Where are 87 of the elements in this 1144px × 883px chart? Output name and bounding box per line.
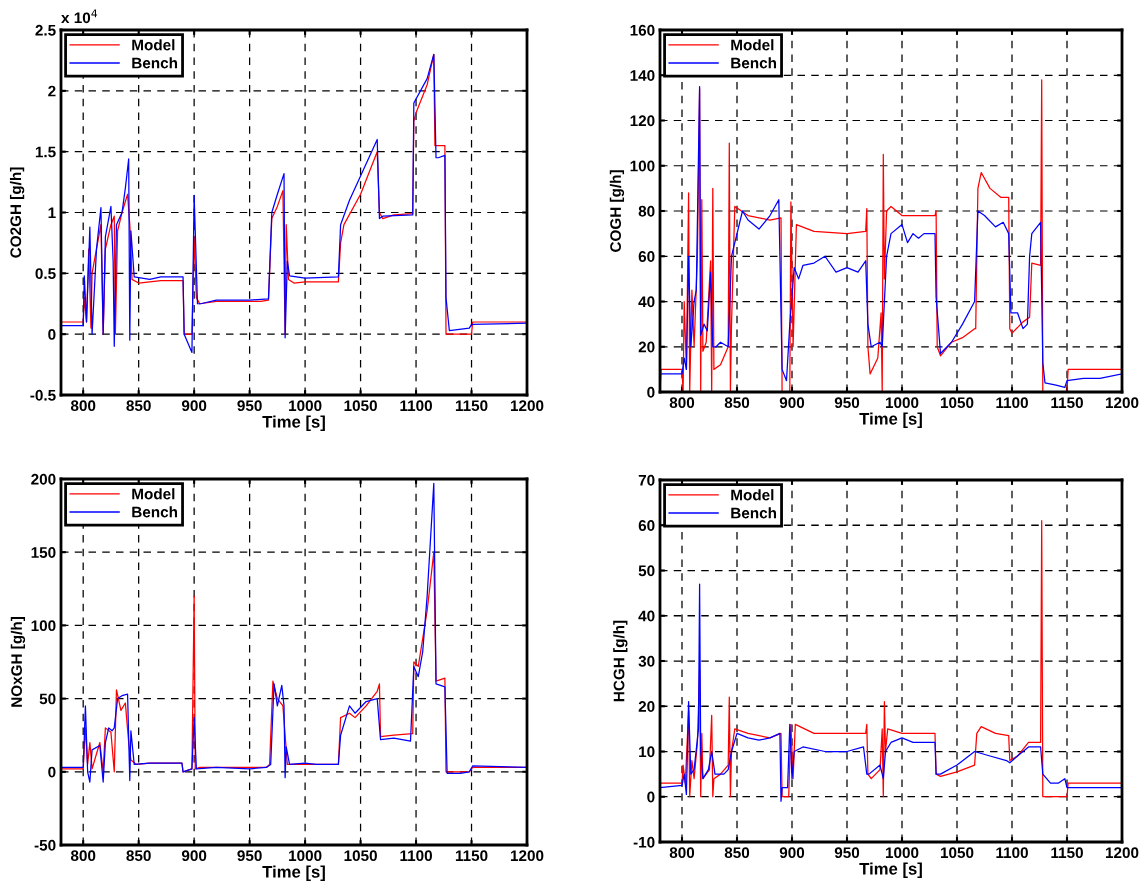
y-tick-label: 60 [638, 520, 655, 531]
y-tick-label: 140 [630, 70, 655, 81]
x-tick-label: 950 [237, 400, 262, 412]
x-tick-label: 1050 [344, 850, 377, 862]
y-tick-label: 50 [638, 565, 655, 577]
y-axis-title: COGH [g/h] [609, 170, 625, 252]
y-tick-label: 40 [638, 296, 655, 308]
x-tick-label: 1200 [1105, 397, 1139, 409]
x-axis-title: Time [s] [859, 412, 922, 429]
y-tick-label: 0.5 [35, 268, 56, 280]
x-tick-label: 1200 [510, 400, 544, 412]
y-tick-label: -0.5 [30, 389, 56, 401]
y-tick-label: 150 [31, 547, 56, 558]
x-tick-label: 1200 [510, 850, 544, 862]
x-tick-label: 900 [181, 400, 207, 412]
legend-label: Bench [132, 57, 178, 69]
x-tick-label: 1100 [996, 847, 1028, 859]
y-tick-label: 40 [638, 610, 655, 622]
legend-label: Model [132, 39, 175, 51]
y-tick-label: 0 [48, 766, 56, 778]
y-tick-label: 50 [39, 693, 56, 705]
x-tick-label: 1150 [1051, 397, 1083, 409]
y-tick-label: 10 [639, 746, 655, 758]
y-tick-label: -50 [34, 839, 56, 851]
x-tick-label: 800 [669, 847, 695, 859]
y-axis-title: NOxGH [g/h] [10, 617, 26, 707]
text: x 10$^{4}$ [61, 9, 98, 24]
x-tick-label: 1000 [885, 847, 919, 859]
x-tick-label: 1000 [289, 850, 322, 862]
y-tick-label: 60 [638, 251, 655, 262]
legend-label: Model [731, 489, 774, 501]
x-axis-title: Time [s] [262, 415, 325, 432]
x-tick-label: 1100 [996, 397, 1028, 409]
x-tick-label: 850 [126, 850, 151, 862]
line-series [61, 482, 527, 783]
y-tick-label: 1.5 [35, 146, 56, 158]
x-tick-label: 1200 [1105, 847, 1139, 859]
x-tick-label: 950 [237, 850, 262, 862]
x-tick-label: 800 [669, 397, 695, 409]
x-tick-label: 1100 [400, 850, 432, 862]
y-tick-label: 0 [48, 329, 56, 340]
x-tick-label: 850 [724, 847, 750, 859]
y-axis-title: HCGH [g/h] [613, 620, 628, 702]
y-axis-title: CO2GH [g/h] [9, 167, 25, 258]
x-tick-label: 800 [70, 850, 96, 862]
x-tick-label: 800 [70, 400, 96, 412]
y-tick-label: 70 [638, 474, 655, 486]
x-tick-label: 900 [779, 847, 805, 859]
y-tick-label: 160 [630, 24, 655, 36]
y-tick-label: 2 [48, 85, 56, 97]
line-series [660, 583, 1122, 802]
x-tick-label: 1000 [885, 397, 919, 409]
x-tick-label: 950 [834, 397, 860, 409]
y-tick-label: 1 [48, 207, 56, 219]
x-tick-label: 1000 [289, 400, 322, 412]
x-tick-label: 1050 [344, 400, 377, 412]
y-tick-label: 80 [638, 205, 655, 217]
y-tick-label: 0 [647, 386, 655, 398]
x-tick-label: 850 [126, 400, 151, 412]
legend-label: Bench [731, 57, 777, 69]
x-axis-title: Time [s] [262, 865, 325, 882]
x-tick-label: 1100 [400, 400, 432, 412]
x-tick-label: 1150 [455, 400, 488, 412]
y-tick-label: 2.5 [35, 24, 56, 36]
y-tick-label: 200 [31, 473, 56, 485]
legend-label: Bench [731, 507, 777, 519]
x-tick-label: 1150 [1051, 847, 1083, 859]
x-axis-title: Time [s] [859, 862, 922, 879]
y-tick-label: 100 [630, 160, 655, 172]
y-tick-label: 20 [638, 701, 655, 712]
x-tick-label: 1050 [940, 847, 974, 859]
y-tick-label: 100 [31, 620, 56, 632]
x-tick-label: 900 [181, 850, 207, 862]
y-tick-label: 0 [647, 791, 655, 803]
x-tick-label: 850 [724, 397, 750, 409]
legend-label: Model [731, 39, 774, 51]
y-tick-label: 30 [638, 655, 655, 667]
legend-label: Bench [132, 506, 178, 518]
line-series [660, 520, 1122, 798]
legend-label: Model [132, 488, 175, 500]
x-tick-label: 950 [834, 847, 860, 859]
x-tick-label: 1150 [455, 850, 488, 862]
y-tick-label: 20 [638, 341, 655, 353]
x-tick-label: 1050 [940, 397, 974, 409]
y-tick-label: 120 [630, 115, 655, 127]
x-tick-label: 900 [779, 397, 805, 409]
y-tick-label: -10 [633, 836, 655, 848]
